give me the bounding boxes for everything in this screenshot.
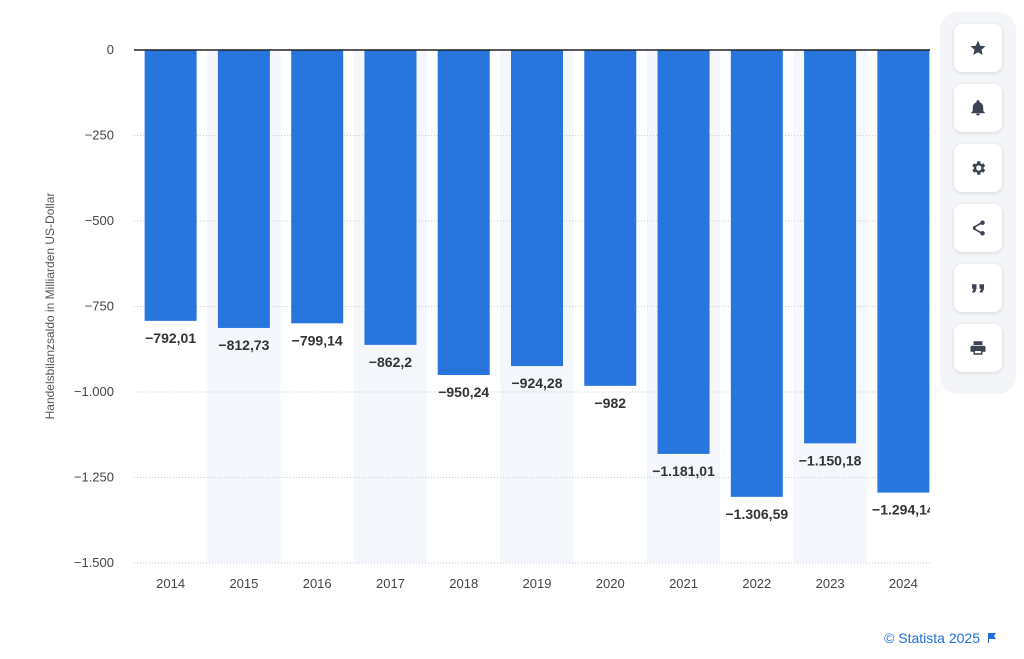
statista-credit[interactable]: © Statista 2025 xyxy=(884,630,998,646)
y-tick-label: −250 xyxy=(85,128,114,143)
data-label: −799,14 xyxy=(292,332,343,348)
x-tick-label: 2020 xyxy=(596,576,625,591)
x-tick-label: 2017 xyxy=(376,576,405,591)
bar[interactable] xyxy=(584,50,637,386)
favorite-button[interactable] xyxy=(954,24,1002,72)
x-tick-label: 2015 xyxy=(229,576,258,591)
print-button[interactable] xyxy=(954,324,1002,372)
y-tick-label: −750 xyxy=(85,299,114,314)
star-icon xyxy=(970,40,986,55)
x-tick-label: 2023 xyxy=(816,576,845,591)
share-icon xyxy=(972,220,985,236)
bar[interactable] xyxy=(291,50,344,324)
x-tick-label: 2022 xyxy=(742,576,771,591)
x-tick-label: 2018 xyxy=(449,576,478,591)
data-label: −950,24 xyxy=(438,384,489,400)
y-axis-title: Handelsbilanzsaldo in Milliarden US-Doll… xyxy=(43,193,57,420)
cite-button[interactable] xyxy=(954,264,1002,312)
y-tick-label: −1.250 xyxy=(74,470,114,485)
x-tick-label: 2016 xyxy=(303,576,332,591)
bar-chart: 0−250−500−750−1.000−1.250−1.500 −792,01−… xyxy=(43,42,930,591)
credit-text: © Statista 2025 xyxy=(884,630,980,646)
data-label: −1.181,01 xyxy=(652,463,715,479)
bar[interactable] xyxy=(364,50,417,345)
printer-icon xyxy=(970,341,986,355)
data-label: −1.294,14 xyxy=(872,502,930,518)
bell-icon xyxy=(971,100,985,116)
data-label: −1.150,18 xyxy=(799,452,862,468)
bar[interactable] xyxy=(730,50,783,497)
data-label: −792,01 xyxy=(145,330,196,346)
share-button[interactable] xyxy=(954,204,1002,252)
data-label: −862,2 xyxy=(369,354,412,370)
bar[interactable] xyxy=(511,50,563,367)
data-label: −924,28 xyxy=(512,375,563,391)
data-labels: −792,01 −812,73 −799,14 −862,2 −950,24 −924,2… xyxy=(145,330,930,522)
bar[interactable] xyxy=(877,50,930,493)
data-label: −982 xyxy=(594,395,626,411)
quote-icon xyxy=(972,284,984,293)
bar[interactable] xyxy=(657,50,710,454)
x-tick-label: 2024 xyxy=(889,576,918,591)
y-axis-ticks: 0 −250 −500 −750 −1.000 −1.250 −1.500 xyxy=(74,42,114,570)
y-tick-label: −1.000 xyxy=(74,384,114,399)
bars xyxy=(144,50,930,497)
y-tick-label: −500 xyxy=(85,213,114,228)
x-tick-label: 2021 xyxy=(669,576,698,591)
bar[interactable] xyxy=(804,50,857,444)
y-tick-label: −1.500 xyxy=(74,555,114,570)
x-axis-ticks: 2014 2015 2016 2017 2018 2019 2020 2021 2022 2023… xyxy=(156,576,918,591)
gear-icon xyxy=(972,161,986,175)
bar[interactable] xyxy=(217,50,270,328)
data-label: −812,73 xyxy=(218,337,269,353)
y-tick-label: 0 xyxy=(107,42,114,57)
notification-button[interactable] xyxy=(954,84,1002,132)
data-label: −1.306,59 xyxy=(725,506,788,522)
settings-button[interactable] xyxy=(954,144,1002,192)
flag-icon xyxy=(988,633,996,643)
x-tick-label: 2014 xyxy=(156,576,185,591)
bar[interactable] xyxy=(437,50,490,375)
x-tick-label: 2019 xyxy=(523,576,552,591)
chart-toolbar xyxy=(940,12,1016,394)
bar[interactable] xyxy=(144,50,197,321)
